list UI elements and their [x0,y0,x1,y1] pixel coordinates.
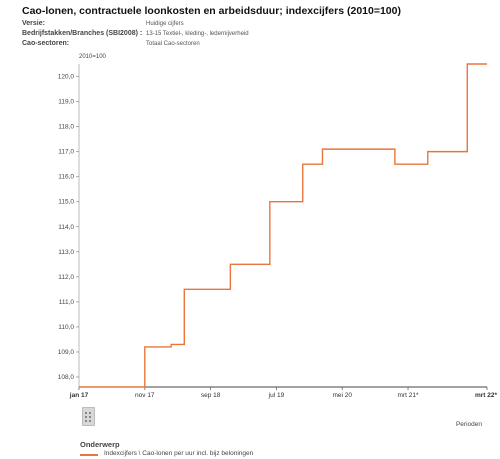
x-tick-label: mrt 21* [398,392,419,399]
y-tick-label: 118,0 [58,124,74,131]
x-tick-label: nov 17 [135,392,155,399]
x-tick-label: jul 19 [268,392,285,399]
y-tick-label: 120,0 [58,74,75,81]
y-tick-label: 108,0 [58,374,75,381]
x-tick-label: mrt 22* [475,392,498,399]
x-tick-label: jan 17 [69,392,89,399]
y-tick-label: 119,0 [58,99,74,106]
meta-value-bedrijfstakken: 13-15 Textiel-, kleding-, ledernijverhei… [146,31,249,37]
legend-heading: Onderwerp [80,440,120,449]
legend-series-label: Indexcijfers \ Cao-lonen per uur incl. b… [104,450,254,457]
y-tick-label: 113,0 [58,249,74,256]
x-tick-label: mei 20 [332,392,352,399]
meta-label-versie: Versie: [22,20,45,27]
meta-value-versie: Huidige cijfers [146,21,184,27]
y-tick-label: 109,0 [58,349,75,356]
y-unit-label: 2010=100 [79,54,107,60]
y-tick-label: 117,0 [58,149,74,156]
y-tick-label: 111,0 [59,299,75,306]
y-tick-label: 115,0 [58,199,74,206]
legend-swatch [80,454,98,456]
x-tick-label: sep 18 [201,392,221,399]
meta-value-cao-sectoren: Totaal Cao-sectoren [146,41,200,47]
y-tick-label: 114,0 [58,224,74,231]
calendar-grid-icon[interactable] [82,407,95,426]
y-tick-label: 110,0 [58,324,74,331]
y-tick-label: 112,0 [58,274,74,281]
chart-title: Cao-lonen, contractuele loonkosten en ar… [22,5,401,17]
meta-label-cao-sectoren: Cao-sectoren: [22,40,70,47]
x-axis-title: Perioden [455,421,482,428]
series-line [79,63,487,388]
meta-label-bedrijfstakken: Bedrijfstakken/Branches (SBI2008) : [22,30,143,37]
y-tick-label: 116,0 [58,174,74,181]
